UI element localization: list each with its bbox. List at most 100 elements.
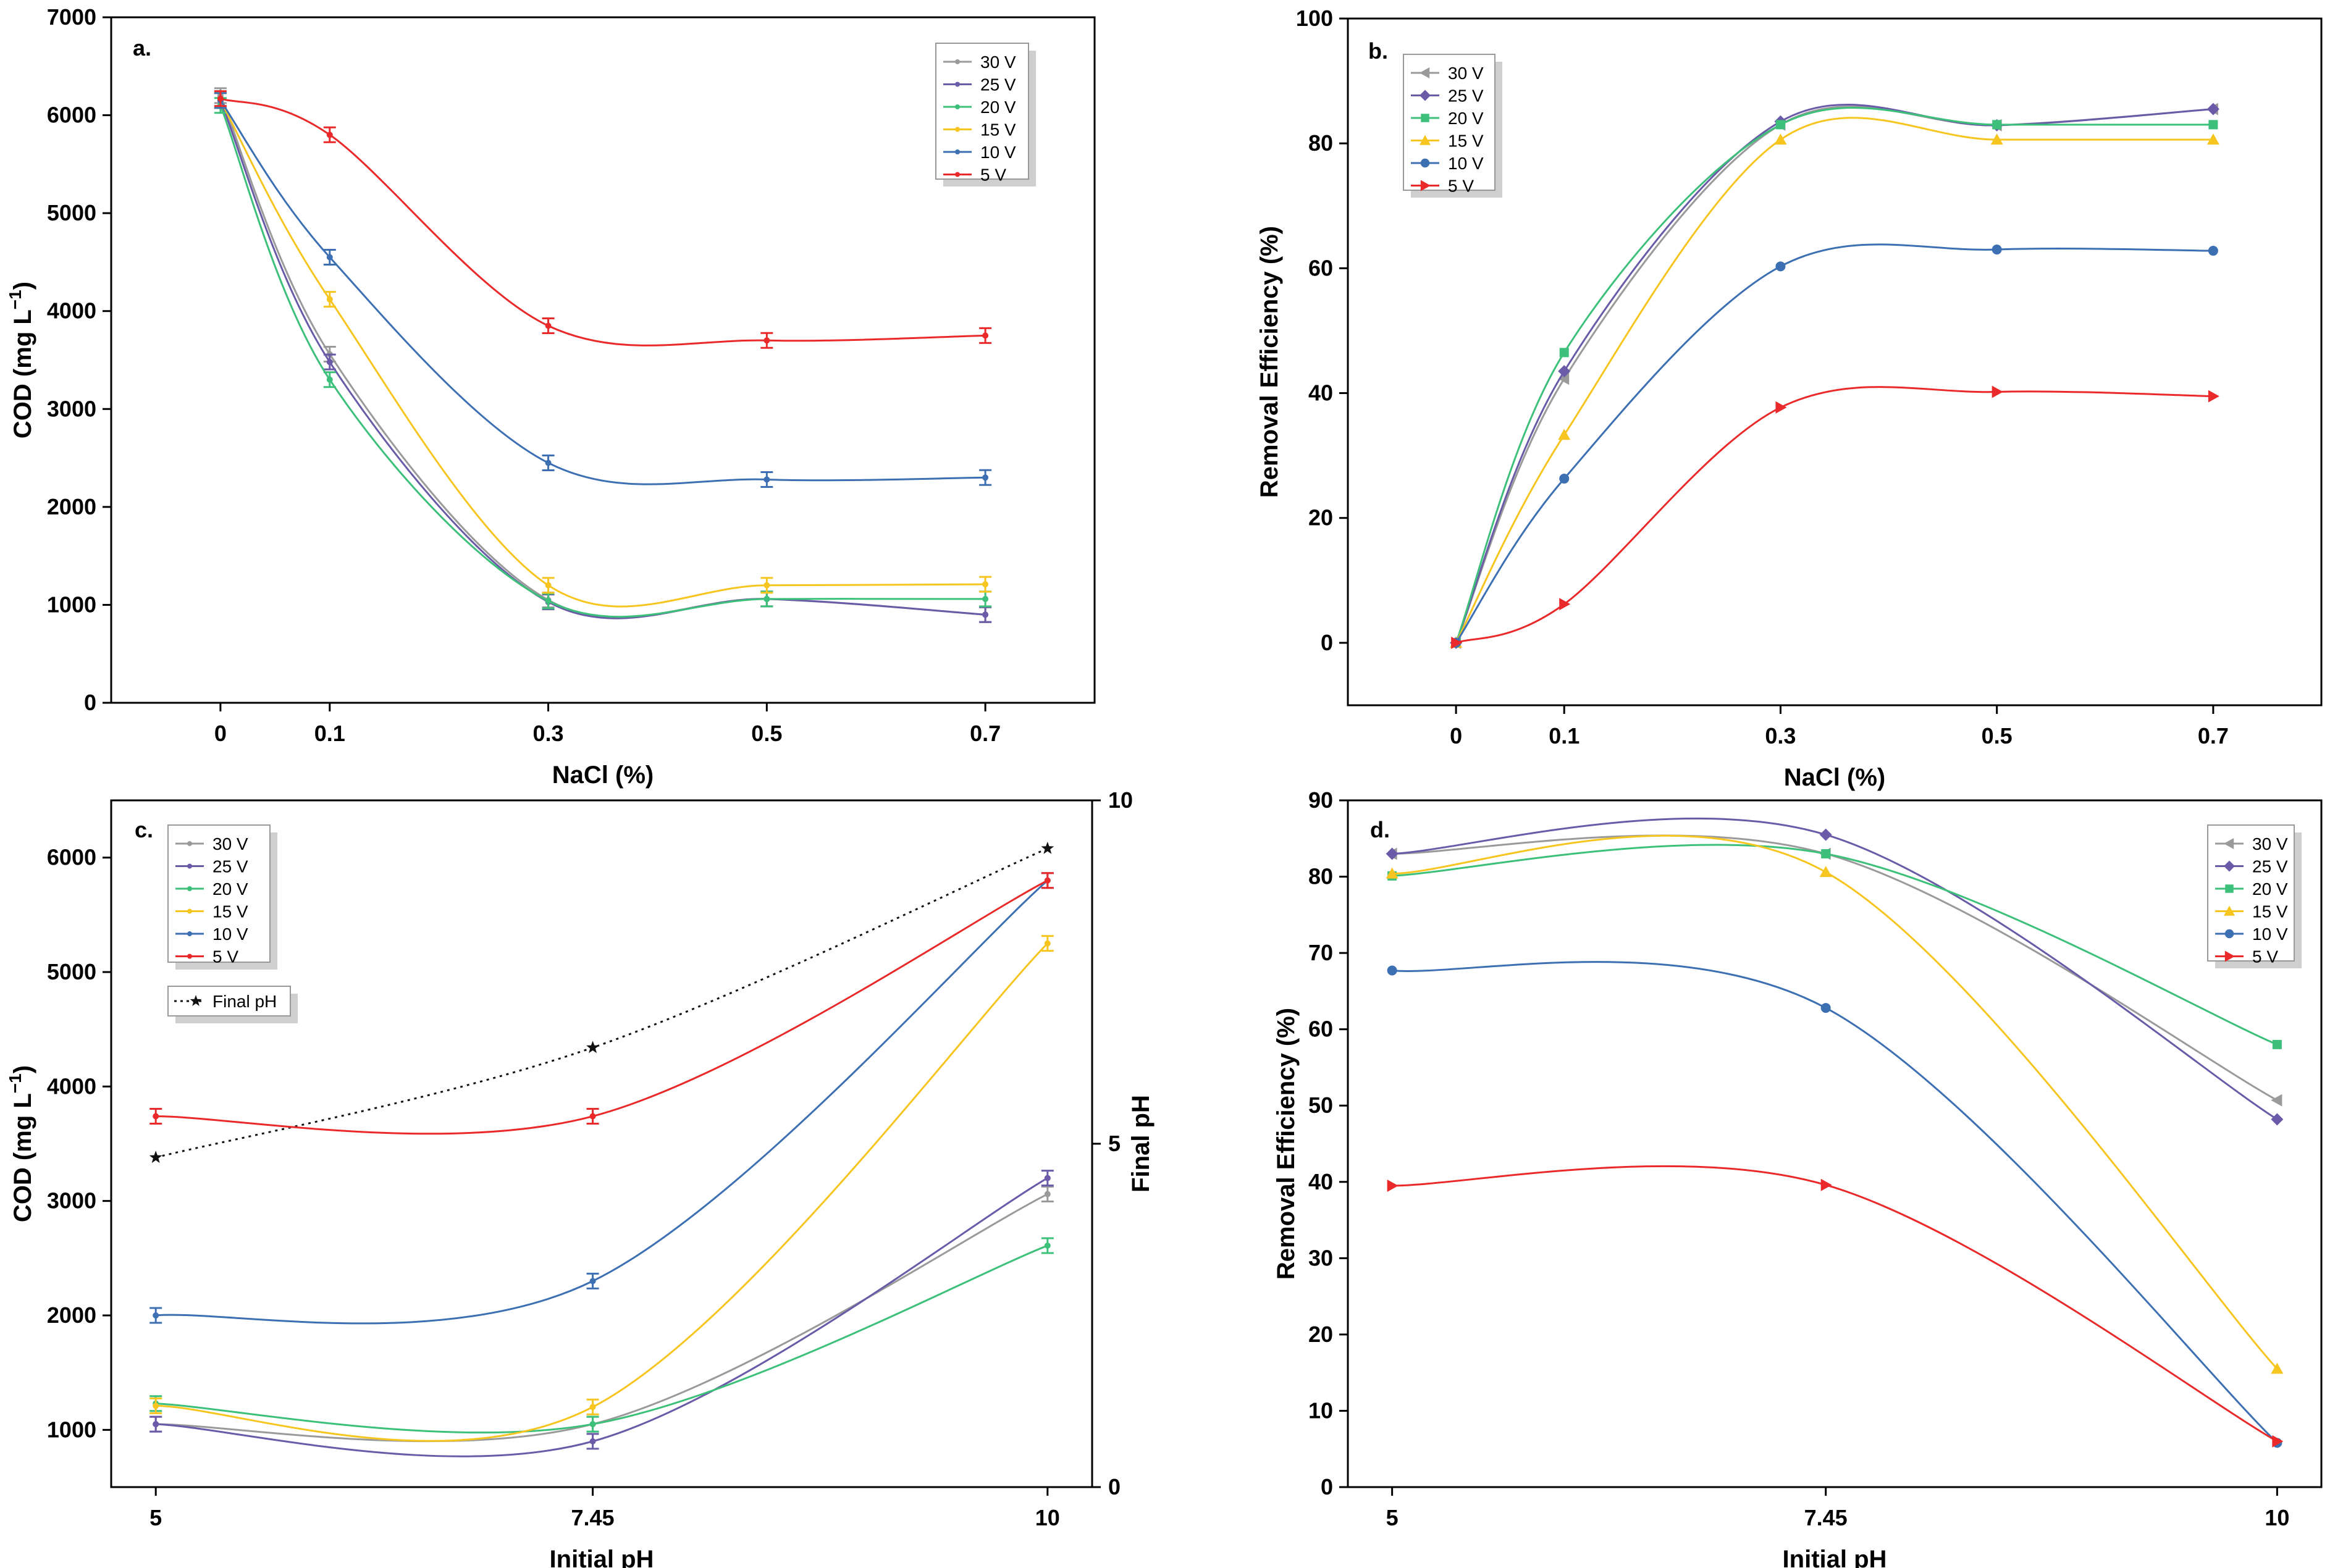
plot-frame	[1347, 17, 2323, 706]
y-tick-label: 0	[1321, 1474, 1333, 1499]
y-tick-label: 2000	[47, 494, 96, 519]
legend: 30 V 25 V 20 V 15 V 10 V 5 V	[1403, 54, 1502, 198]
legend-marker	[2224, 905, 2235, 916]
series-line-15-v	[1455, 117, 2213, 644]
y-axis-title-end: )	[9, 282, 36, 290]
y-tick-label: 100	[1296, 6, 1333, 31]
data-point	[326, 296, 333, 303]
series-25-v	[1386, 817, 2284, 1126]
final-ph-point	[149, 1151, 162, 1163]
y-tick-label: 10	[1308, 1398, 1333, 1423]
x-tick-label: 0.3	[1765, 723, 1796, 748]
legend-item-30-v: 30 V	[2252, 834, 2288, 853]
legend-item-final-ph: Final pH	[212, 992, 277, 1011]
legend-marker	[955, 172, 960, 177]
x-tick-label: 0.3	[533, 721, 564, 746]
legend-marker	[1420, 67, 1430, 78]
final-ph-point	[1041, 841, 1054, 854]
series-line-30-v	[1392, 834, 2278, 1101]
data-point	[763, 337, 770, 344]
series-line-15-v	[219, 100, 986, 608]
x-tick-label: 10	[2265, 1505, 2289, 1530]
y-tick-label: 20	[1308, 505, 1333, 530]
legend-item-30-v: 30 V	[980, 52, 1016, 72]
y-axis-title-end: )	[9, 1065, 36, 1073]
data-point	[1386, 847, 1399, 860]
legend-marker	[1420, 90, 1431, 101]
x-tick-label: 5	[149, 1505, 162, 1530]
data-point	[1559, 348, 1569, 358]
series-5-v	[1451, 385, 2219, 649]
data-point	[1992, 385, 2003, 398]
data-point	[1559, 598, 1571, 611]
y-tick-label: 80	[1308, 864, 1333, 889]
legend-item-15-v: 15 V	[212, 902, 248, 921]
y-tick-label: 20	[1308, 1322, 1333, 1347]
y-axis-title: COD (mg L−1)	[6, 282, 36, 438]
data-point	[1044, 1191, 1051, 1197]
legend-item-10-v: 10 V	[212, 924, 248, 944]
legend-box	[167, 824, 271, 963]
legend-box	[935, 43, 1029, 180]
data-point	[1386, 867, 1399, 879]
x-axis-title: Initial pH	[1783, 1546, 1887, 1568]
data-point	[2271, 1362, 2284, 1374]
data-point	[982, 595, 989, 602]
y-tick-label: 5000	[47, 200, 96, 225]
legend-marker	[2224, 860, 2235, 872]
y-axis-title: COD (mg L−1)	[6, 1065, 36, 1222]
series-line-20-v	[1392, 844, 2278, 1046]
legend-item-5-v: 5 V	[2252, 947, 2278, 966]
data-point	[1820, 1178, 1832, 1191]
series-line-20-v	[219, 105, 986, 618]
x-axis-title: Initial pH	[550, 1546, 654, 1568]
panel-label: d.	[1370, 817, 1390, 842]
y-tick-label: 70	[1308, 940, 1333, 965]
legend-item-15-v: 15 V	[980, 120, 1016, 140]
legend-marker	[187, 931, 192, 936]
data-point	[763, 476, 770, 483]
series-10-v	[214, 92, 992, 488]
data-point	[2271, 1113, 2284, 1126]
data-point	[2206, 103, 2219, 115]
legend-marker	[1420, 158, 1430, 168]
legend-item-25-v: 25 V	[980, 75, 1016, 94]
y-tick-label: 3000	[47, 396, 96, 421]
series-line-25-v	[156, 1177, 1048, 1457]
series-20-v	[149, 1237, 1054, 1434]
series-5-v	[1387, 1165, 2284, 1448]
legend-item-30-v: 30 V	[212, 834, 248, 853]
data-point	[326, 359, 333, 366]
series-15-v	[149, 935, 1054, 1442]
data-point	[2272, 1039, 2282, 1049]
series-line-15-v	[156, 942, 1048, 1442]
y-tick-label: 80	[1308, 130, 1333, 156]
legend-marker	[2224, 929, 2234, 939]
y2-tick-label: 0	[1108, 1474, 1121, 1499]
legend: 30 V 25 V 20 V 15 V 10 V 5 V	[167, 824, 277, 970]
data-point	[589, 1278, 596, 1285]
series-5-v	[149, 872, 1054, 1135]
legend-item-20-v: 20 V	[212, 879, 248, 899]
legend-item-5-v: 5 V	[980, 166, 1006, 185]
y-tick-label: 7000	[47, 4, 96, 30]
data-point	[2208, 120, 2218, 130]
data-point	[217, 95, 224, 102]
y2-tick-label: 10	[1108, 787, 1133, 813]
y-tick-label: 4000	[47, 298, 96, 324]
legend-marker	[955, 149, 960, 154]
legend-marker	[190, 995, 202, 1007]
x-tick-label: 0	[1450, 723, 1462, 748]
data-point	[1451, 636, 1463, 649]
legend-marker	[187, 908, 192, 914]
y-tick-label: 4000	[47, 1073, 96, 1099]
series-line-5-v	[1392, 1165, 2278, 1443]
data-point	[545, 459, 552, 466]
legend-marker	[1421, 114, 1429, 122]
data-point	[1775, 120, 1785, 130]
plot-frame	[110, 16, 1096, 704]
x-tick-label: 0	[214, 721, 227, 746]
data-point	[1819, 828, 1832, 841]
chart-panel-b: 0 20 40 60 80 100 0 0.1 0.3 0.5 0.7 NaCl (%) Removal…	[1256, 6, 2323, 791]
